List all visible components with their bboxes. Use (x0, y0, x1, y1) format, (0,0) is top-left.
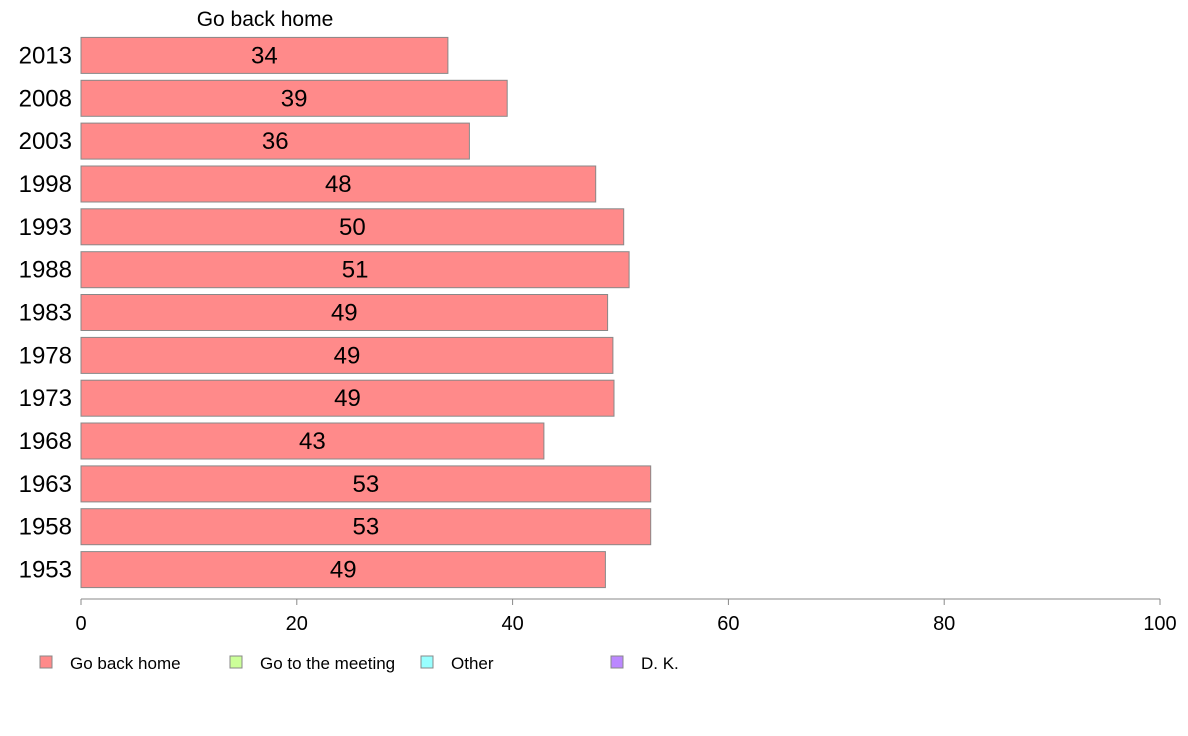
x-tick-label-80: 80 (933, 613, 955, 635)
category-label-2013: 2013 (19, 42, 72, 69)
data-label-2003: 36 (262, 128, 289, 155)
legend-item: Go to the meeting (229, 654, 395, 673)
bar-group-2013: 2013 34 (19, 36, 449, 74)
bar-group-1968: 1968 43 (19, 422, 545, 460)
bar-group-1998: 1998 48 (19, 165, 597, 203)
category-label-1988: 1988 (19, 257, 72, 284)
data-label-2008: 39 (281, 85, 308, 112)
legend-label: D. K. (641, 654, 679, 673)
data-label-1963: 53 (353, 471, 380, 498)
category-label-1978: 1978 (19, 342, 72, 369)
data-label-1958: 53 (353, 514, 380, 541)
legend-swatch (229, 655, 243, 669)
category-label-1993: 1993 (19, 214, 72, 241)
data-label-1983: 49 (331, 300, 358, 327)
category-label-1973: 1973 (19, 385, 72, 412)
data-label-1953: 49 (330, 557, 357, 584)
x-axis: 0 20 40 60 80 100 (75, 598, 1177, 635)
legend-swatch (39, 655, 53, 669)
bar-group-1983: 1983 49 (19, 294, 609, 331)
bar-2003 (80, 122, 470, 160)
category-label-1953: 1953 (19, 557, 72, 584)
bar-group-1993: 1993 50 (19, 208, 625, 246)
legend-item: Go back home (39, 654, 181, 673)
bar-1968 (80, 422, 545, 460)
data-label-1988: 51 (342, 257, 369, 284)
bar-group-1963: 1963 53 (19, 465, 652, 503)
legend-item: D. K. (610, 654, 679, 673)
data-label-1993: 50 (339, 214, 366, 241)
bars-group: 2013 34 2008 39 2003 36 1998 48 1993 50 1988 51 1983… (19, 36, 652, 589)
bar-1988 (80, 251, 630, 289)
bar-group-2003: 2003 36 (19, 122, 470, 160)
bar-1978 (80, 336, 614, 374)
x-tick-label-100: 100 (1143, 613, 1176, 635)
bar-group-1988: 1988 51 (19, 251, 630, 289)
bar-1993 (80, 208, 625, 246)
data-label-1998: 48 (325, 171, 352, 198)
legend-label: Go to the meeting (260, 654, 395, 673)
legend-label: Go back home (70, 654, 181, 673)
bar-2008 (80, 79, 508, 117)
x-tick-label-60: 60 (717, 613, 739, 635)
data-label-2013: 34 (251, 42, 278, 69)
bar-2013 (80, 36, 449, 74)
legend-swatch (610, 655, 624, 669)
bar-group-1978: 1978 49 (19, 336, 614, 374)
series-title: Go back home (197, 8, 334, 31)
bar-1958 (80, 508, 652, 546)
legend-label: Other (451, 654, 494, 673)
bar-1973 (80, 379, 615, 417)
bar-1983 (80, 294, 609, 331)
bar-group-2008: 2008 39 (19, 79, 508, 117)
x-tick-label-20: 20 (286, 613, 308, 635)
category-label-1963: 1963 (19, 471, 72, 498)
category-label-2003: 2003 (19, 128, 72, 155)
bar-group-1953: 1953 49 (19, 551, 606, 589)
category-label-1968: 1968 (19, 428, 72, 455)
category-label-2008: 2008 (19, 85, 72, 112)
legend-swatch (420, 655, 434, 669)
bar-1963 (80, 465, 652, 503)
legend-item: Other (420, 654, 494, 673)
category-label-1998: 1998 (19, 171, 72, 198)
data-label-1973: 49 (334, 385, 361, 412)
x-tick-label-40: 40 (501, 613, 523, 635)
bar-group-1973: 1973 49 (19, 379, 615, 417)
data-label-1968: 43 (299, 428, 326, 455)
bar-1953 (80, 551, 606, 589)
legend: Go back home Go to the meeting Other D. K. (39, 654, 679, 673)
category-label-1958: 1958 (19, 514, 72, 541)
data-label-1978: 49 (334, 342, 361, 369)
bar-group-1958: 1958 53 (19, 508, 652, 546)
x-tick-label-0: 0 (75, 613, 86, 635)
category-label-1983: 1983 (19, 300, 72, 327)
bar-1998 (80, 165, 597, 203)
